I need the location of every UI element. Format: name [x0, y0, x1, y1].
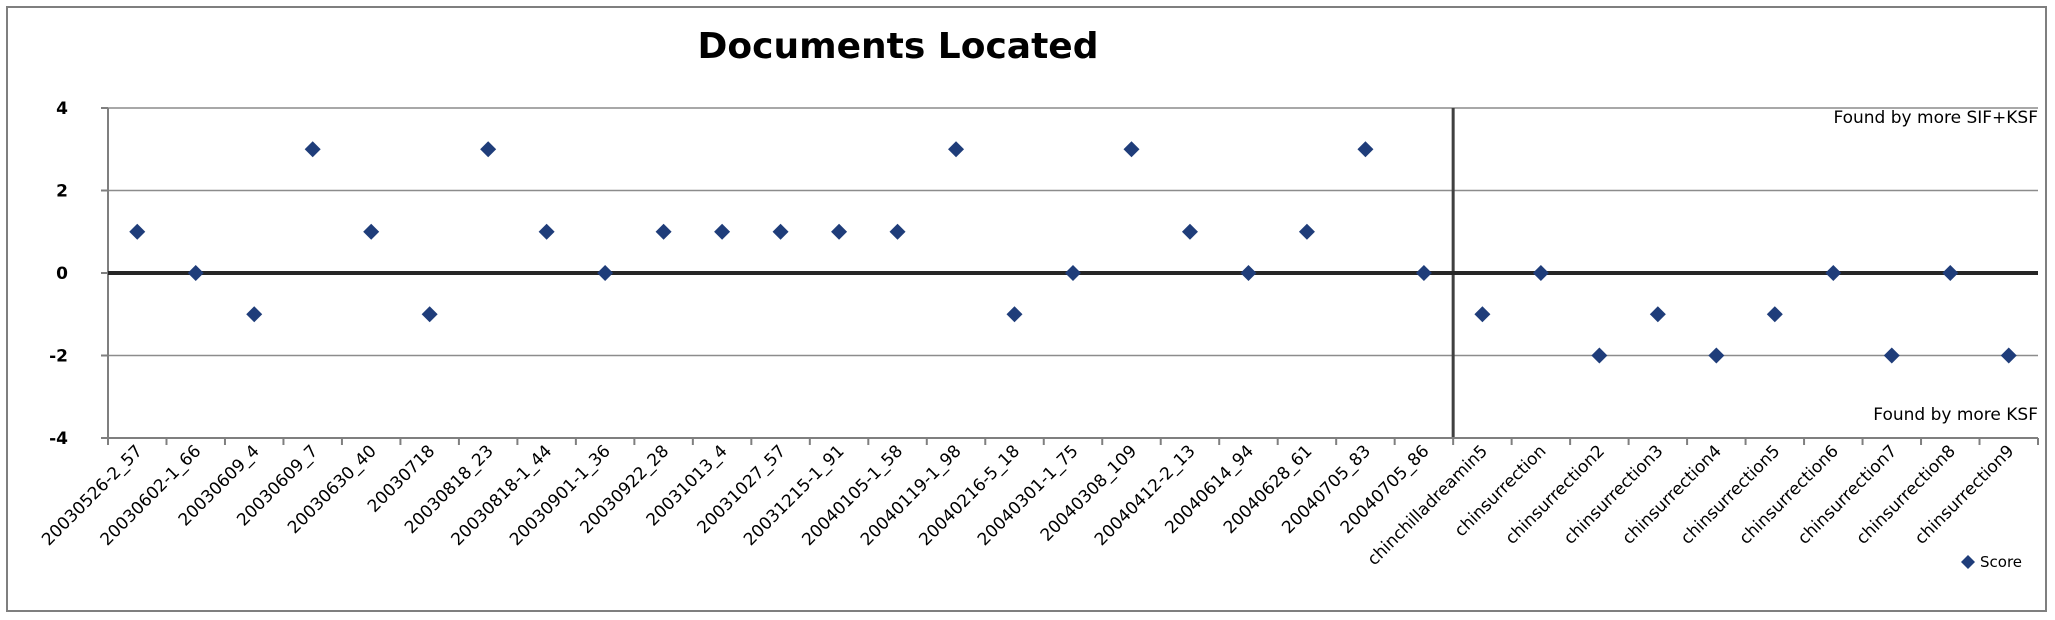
data-point [129, 224, 145, 240]
data-point [422, 306, 438, 322]
data-point [1533, 265, 1549, 281]
data-point [948, 141, 964, 157]
x-tick-label: chinsurrection4 [1619, 441, 1726, 548]
data-point [363, 224, 379, 240]
x-tick-label: chinsurrection6 [1736, 441, 1843, 548]
data-point [714, 224, 730, 240]
x-tick-label: 20040119-1_98 [857, 441, 966, 550]
data-point [1065, 265, 1081, 281]
data-point [1650, 306, 1666, 322]
x-tick-label: chinsurrection7 [1794, 441, 1901, 548]
chart-title: Documents Located [697, 26, 1098, 67]
data-point [1416, 265, 1432, 281]
annotation-lower: Found by more KSF [1873, 405, 2038, 425]
data-point [597, 265, 613, 281]
data-point [1240, 265, 1256, 281]
data-point [1007, 306, 1023, 322]
data-point [1357, 141, 1373, 157]
y-tick-label: -4 [49, 429, 68, 449]
data-point [246, 306, 262, 322]
data-point [1942, 265, 1958, 281]
data-point [1591, 348, 1607, 364]
data-point [831, 224, 847, 240]
x-tick-label: chinsurrection8 [1853, 441, 1960, 548]
x-tick-label: 20040412-2_13 [1091, 441, 1200, 550]
data-point [1708, 348, 1724, 364]
data-point [1767, 306, 1783, 322]
y-tick-label: 2 [56, 182, 68, 202]
x-tick-labels: 20030526-2_5720030602-1_6620030609_42003… [38, 441, 2018, 569]
legend-marker [1961, 555, 1975, 569]
x-tick-label: 20040216-5_18 [915, 441, 1024, 550]
data-point [656, 224, 672, 240]
x-tick-label: 20030602-1_66 [97, 441, 206, 550]
data-point [773, 224, 789, 240]
data-point [1825, 265, 1841, 281]
annotation-upper: Found by more SIF+KSF [1833, 108, 2038, 128]
data-point [305, 141, 321, 157]
x-tick-label: 20040301-1_75 [974, 441, 1083, 550]
y-tick-label: 0 [56, 264, 68, 284]
x-tick-label: chinsurrection5 [1677, 441, 1784, 548]
legend: Score [1961, 553, 2022, 571]
x-tick-label: chinsurrection3 [1560, 441, 1667, 548]
y-tick-label: -2 [49, 347, 68, 367]
data-point [1884, 348, 1900, 364]
data-point [188, 265, 204, 281]
data-point [1123, 141, 1139, 157]
data-point [1474, 306, 1490, 322]
y-tick-label: 4 [56, 99, 68, 119]
data-point [539, 224, 555, 240]
y-tick-labels: 4 2 0 -2 -4 [49, 99, 68, 449]
x-tick-label: chinsurrection9 [1911, 441, 2018, 548]
data-point [1182, 224, 1198, 240]
x-tick-label: 20040105-1_58 [798, 441, 907, 550]
x-tick-label: 20030818-1_44 [448, 441, 557, 550]
legend-label: Score [1980, 553, 2022, 571]
data-point [1299, 224, 1315, 240]
x-tick-label: chinsurrection2 [1502, 441, 1609, 548]
chart-frame: Documents Located 4 2 0 -2 -4 20030526-2_57 2… [6, 6, 2047, 612]
x-tick-label: 20030526-2_57 [38, 441, 147, 550]
chart-svg: Documents Located 420-2-4 20030526-2_572… [8, 8, 2049, 614]
data-point [890, 224, 906, 240]
data-point [2001, 348, 2017, 364]
data-point [480, 141, 496, 157]
x-tick-label: 20030901-1_36 [506, 441, 615, 550]
data-points [129, 141, 2017, 363]
x-tick-label: 20031215-1_91 [740, 441, 849, 550]
